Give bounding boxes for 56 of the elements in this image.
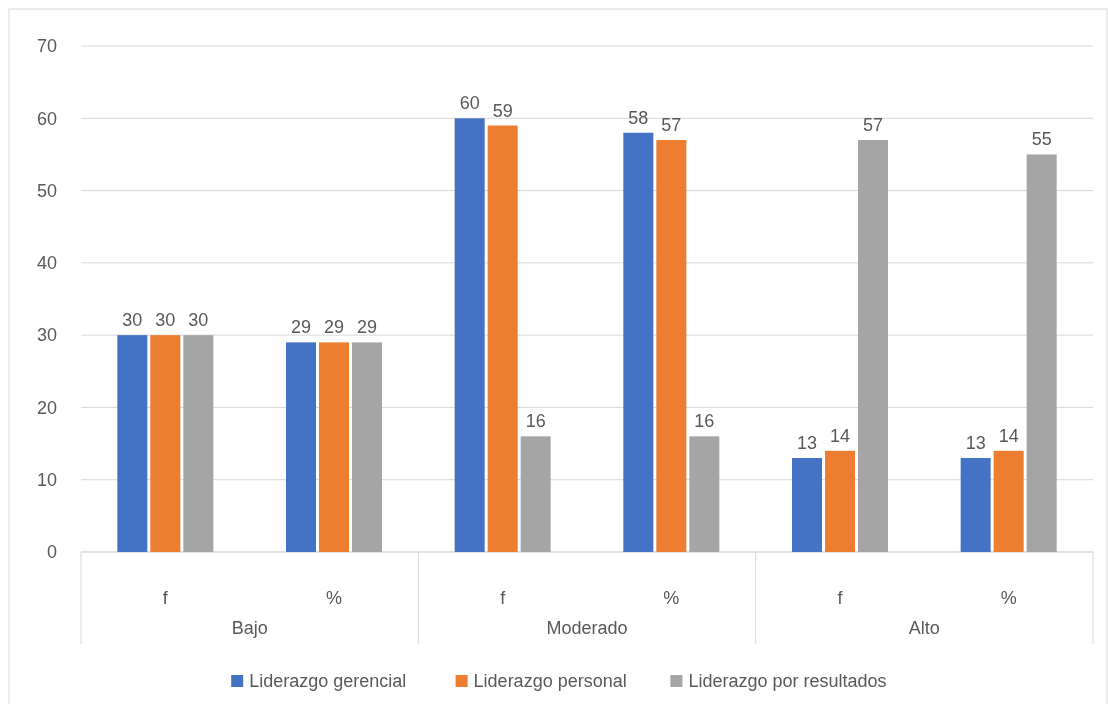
y-tick-label: 10 — [36, 470, 57, 491]
bar — [117, 335, 148, 552]
x-tick-label: f — [500, 588, 507, 609]
bar — [319, 342, 349, 552]
bar — [960, 458, 991, 552]
bar — [623, 132, 654, 552]
data-label: 29 — [356, 317, 378, 338]
bar — [520, 436, 551, 552]
x-tick-label: % — [663, 588, 680, 609]
bar — [352, 342, 382, 552]
data-label: 30 — [122, 310, 143, 331]
x-tick-label: % — [1000, 588, 1017, 609]
bar — [656, 139, 687, 552]
y-tick-label: 30 — [36, 325, 57, 346]
legend-label: Liderazgo gerencial — [249, 671, 407, 692]
bar — [792, 458, 822, 552]
data-label: 58 — [628, 107, 649, 128]
data-label: 59 — [492, 100, 513, 121]
y-tick-label: 40 — [36, 253, 57, 274]
data-label: 30 — [188, 310, 209, 331]
data-label: 16 — [525, 411, 546, 432]
legend-label: Liderazgo personal — [473, 671, 627, 692]
data-label: 14 — [998, 425, 1019, 446]
text: Moderado — [546, 618, 628, 639]
data-label: 60 — [459, 93, 480, 114]
bar — [825, 450, 855, 552]
data-label: 13 — [965, 433, 986, 454]
bar — [689, 436, 720, 552]
bar — [858, 139, 888, 552]
bar — [286, 342, 316, 552]
y-tick-label: 0 — [46, 542, 57, 563]
bar — [993, 450, 1024, 552]
legend-label: Liderazgo por resultados — [688, 671, 887, 692]
x-tick-label: f — [837, 588, 844, 609]
data-label: 57 — [862, 114, 884, 135]
text: Bajo — [231, 618, 268, 639]
bar — [487, 125, 518, 552]
x-tick-label: f — [162, 588, 169, 609]
y-tick-label: 50 — [36, 180, 57, 201]
data-label: 29 — [323, 317, 345, 338]
data-label: 13 — [796, 433, 818, 454]
data-label: 30 — [155, 310, 176, 331]
data-label: 16 — [694, 411, 715, 432]
bar — [1026, 154, 1057, 552]
text: Alto — [908, 618, 940, 639]
bar — [183, 335, 214, 552]
bar — [454, 118, 485, 552]
x-tick-label: % — [325, 588, 343, 609]
bar — [150, 335, 181, 552]
data-label: 55 — [1031, 129, 1052, 150]
y-tick-label: 20 — [36, 397, 57, 418]
y-tick-label: 60 — [36, 108, 57, 129]
data-label: 29 — [290, 317, 312, 338]
data-label: 57 — [661, 114, 682, 135]
y-tick-label: 70 — [36, 36, 57, 57]
data-label: 14 — [829, 425, 851, 446]
